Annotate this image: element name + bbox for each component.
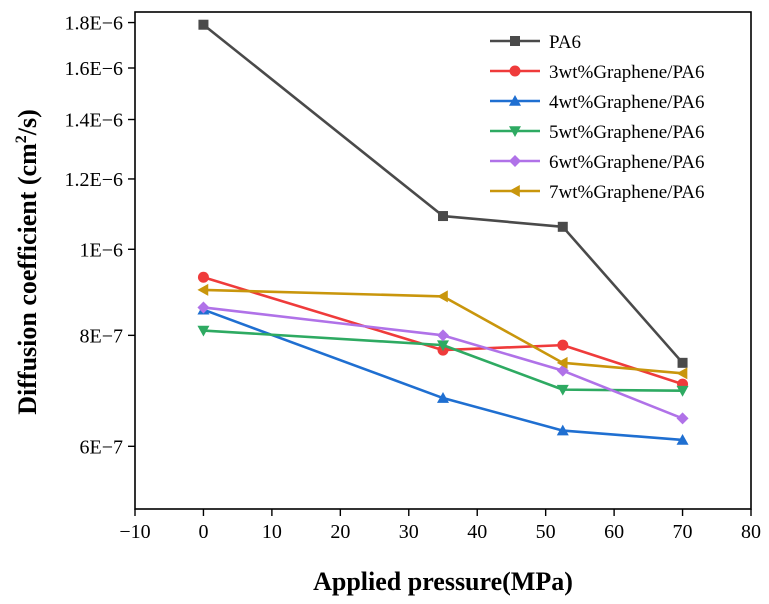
series-line xyxy=(203,276,683,386)
legend-marker xyxy=(509,65,521,77)
data-point xyxy=(197,301,210,314)
plot-area-frame xyxy=(134,11,752,510)
y-tick-label: 8E−7 xyxy=(80,325,124,347)
y-axis-title-main: Diffusion coefficient (cm xyxy=(13,143,42,415)
data-point xyxy=(437,329,449,342)
legend-marker xyxy=(509,155,521,167)
data-point xyxy=(437,392,449,403)
x-axis-ticks: −10 0 10 20 30 40 50 60 70 80 xyxy=(119,509,761,543)
x-tick-label: 30 xyxy=(399,521,419,543)
legend-marker xyxy=(510,36,520,46)
legend-marker xyxy=(509,185,520,197)
x-tick-label: 0 xyxy=(198,521,208,543)
legend-marker xyxy=(509,95,521,106)
x-tick-label: 60 xyxy=(604,521,624,543)
series-layer xyxy=(197,19,689,445)
x-tick-label: 80 xyxy=(741,521,761,543)
y-axis-ticks: 6E−7 8E−7 1E−6 1.2E−6 1.4E−6 1.6E−6 1.8E−6 xyxy=(65,13,135,458)
data-point xyxy=(556,384,569,396)
y-axis-title-superscript: 2 xyxy=(13,135,30,143)
data-point xyxy=(676,367,688,380)
data-point xyxy=(198,19,209,30)
legend-marker xyxy=(509,126,521,137)
x-tick-label: −10 xyxy=(119,521,150,543)
data-point xyxy=(676,412,689,425)
data-point xyxy=(197,283,209,296)
data-point xyxy=(556,356,568,369)
series-line xyxy=(203,329,683,393)
x-tick-label: 50 xyxy=(536,521,556,543)
y-axis-title: Diffusion coefficient (cm2/s) xyxy=(13,109,42,414)
data-point xyxy=(556,424,569,436)
data-point xyxy=(557,221,568,232)
y-tick-label: 1.8E−6 xyxy=(65,13,124,35)
series-line xyxy=(202,308,683,442)
data-point xyxy=(557,339,569,351)
x-tick-label: 40 xyxy=(467,521,487,543)
x-axis-title: Applied pressure(MPa) xyxy=(313,567,573,596)
series-line xyxy=(203,306,684,420)
data-point xyxy=(676,385,689,397)
y-tick-label: 1E−6 xyxy=(80,239,124,261)
data-point xyxy=(676,433,689,445)
legend-label: PA6 xyxy=(549,32,581,53)
data-point xyxy=(438,211,448,222)
data-point xyxy=(437,340,449,352)
legend-label: 6wt%Graphene/PA6 xyxy=(549,152,705,173)
data-point xyxy=(197,325,210,337)
legend-label: 5wt%Graphene/PA6 xyxy=(549,122,705,143)
y-axis-title-tail: /s) xyxy=(13,109,42,136)
data-point xyxy=(197,271,209,283)
data-point xyxy=(437,290,448,303)
y-tick-label: 1.4E−6 xyxy=(65,110,124,132)
series-line xyxy=(203,288,683,375)
x-tick-label: 20 xyxy=(330,521,350,543)
series-line xyxy=(202,23,684,364)
y-tick-label: 6E−7 xyxy=(80,436,124,458)
legend-label: 4wt%Graphene/PA6 xyxy=(549,92,705,113)
y-tick-label: 1.6E−6 xyxy=(65,58,124,80)
x-tick-label: 10 xyxy=(262,521,282,543)
y-tick-label: 1.2E−6 xyxy=(65,169,124,191)
legend-label: 7wt%Graphene/PA6 xyxy=(549,182,705,203)
x-tick-label: 70 xyxy=(673,521,693,543)
data-point xyxy=(677,357,688,368)
legend-label: 3wt%Graphene/PA6 xyxy=(549,62,705,83)
legend: PA6 3wt%Graphene/PA6 4wt%Graphene/PA6 5wt%G… xyxy=(490,32,705,203)
